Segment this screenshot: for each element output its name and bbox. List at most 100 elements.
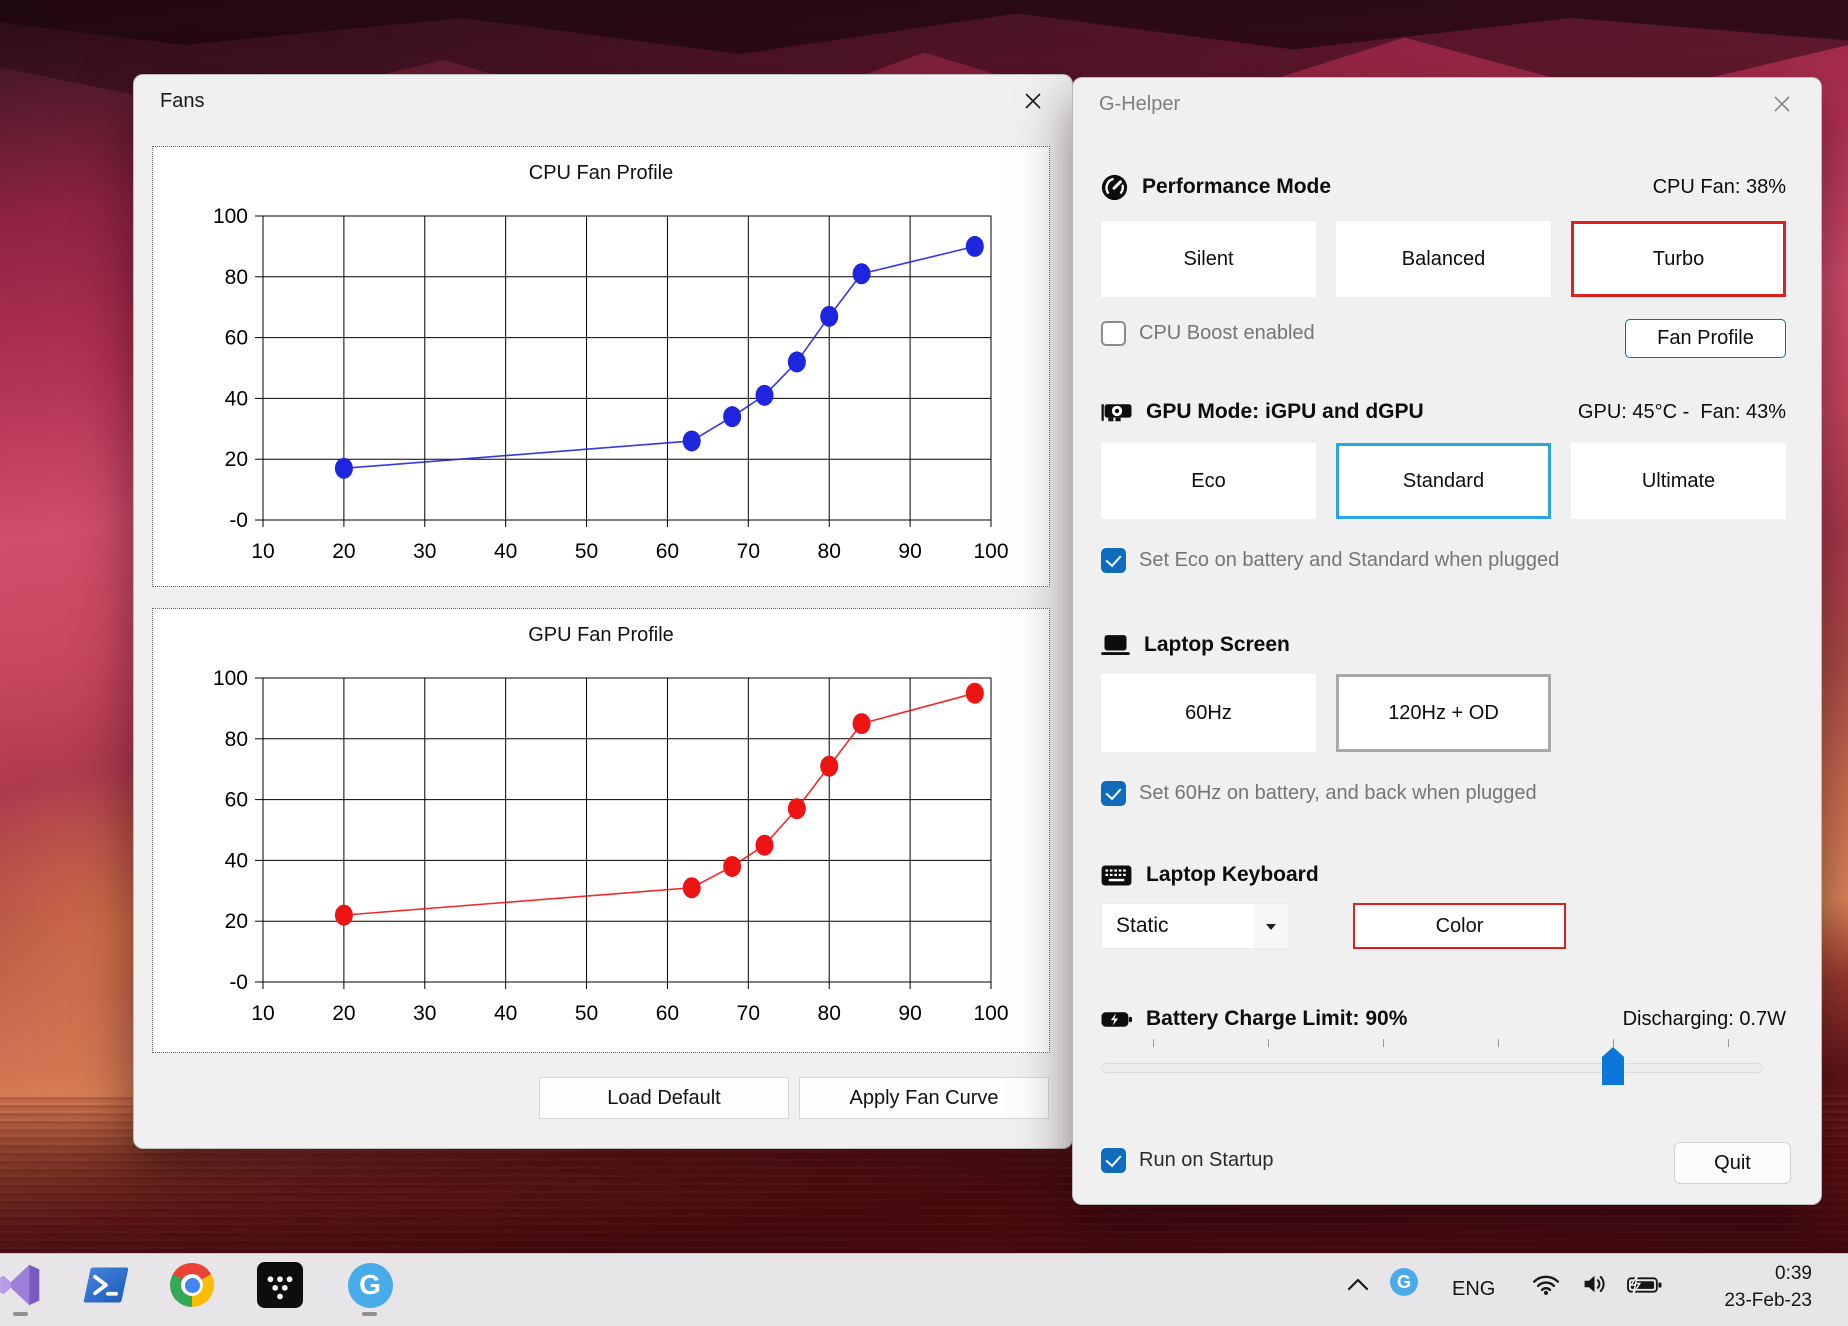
svg-text:80: 80 — [818, 540, 841, 563]
screen-auto-checkbox[interactable] — [1101, 781, 1126, 806]
taskbar-powershell-button[interactable] — [82, 1261, 130, 1309]
dots-app-icon — [257, 1262, 303, 1308]
chevron-up-icon — [1347, 1278, 1369, 1290]
ghelper-icon: G — [347, 1262, 393, 1308]
cpu-boost-row: CPU Boost enabled — [1101, 321, 1786, 346]
apply-fan-curve-button[interactable]: Apply Fan Curve — [799, 1077, 1049, 1119]
keyboard-mode-value: Static — [1116, 914, 1169, 937]
keyboard-mode-dropdown[interactable]: Static — [1101, 903, 1289, 949]
fans-window: Fans CPU Fan Profile 10 20 30 40 50 60 70 80 90 1… — [133, 74, 1073, 1149]
taskbar-ghelper-button[interactable]: G — [346, 1261, 394, 1309]
tray-chevron-up-button[interactable] — [1340, 1266, 1376, 1302]
tray-time: 0:39 — [1775, 1263, 1812, 1284]
run-on-startup-label: Run on Startup — [1139, 1149, 1274, 1171]
svg-text:100: 100 — [213, 205, 248, 228]
laptop-keyboard-header: Laptop Keyboard — [1101, 859, 1786, 891]
gpu-mode-header: GPU Mode: iGPU and dGPU GPU: 45°C - Fan:… — [1101, 396, 1786, 428]
battery-limit-slider[interactable] — [1101, 1063, 1763, 1073]
perf-mode-turbo-button[interactable]: Turbo — [1571, 221, 1786, 297]
fans-close-button[interactable] — [1018, 86, 1048, 116]
taskbar-visual-studio-button[interactable] — [0, 1261, 44, 1309]
powershell-icon — [83, 1267, 129, 1303]
visual-studio-icon — [0, 1264, 40, 1306]
laptop-screen-heading: Laptop Screen — [1144, 633, 1290, 656]
gpu-card-icon — [1101, 401, 1132, 424]
ghelper-close-button[interactable] — [1767, 89, 1797, 119]
screen-auto-row: Set 60Hz on battery, and back when plugg… — [1101, 781, 1786, 806]
gpu-fan-curve-chart[interactable]: 10 20 30 40 50 60 70 80 90 100 -0 20 40 60 80 100 — [153, 654, 1049, 1028]
tray-clock[interactable]: 0:39 23-Feb-23 — [1690, 1260, 1812, 1314]
gpu-mode-heading: GPU Mode: iGPU and dGPU — [1146, 400, 1424, 423]
battery-header: Battery Charge Limit: 90% Discharging: 0… — [1101, 1003, 1786, 1035]
svg-text:50: 50 — [575, 1002, 598, 1025]
taskbar-chrome-button[interactable] — [168, 1261, 216, 1309]
chevron-down-icon[interactable] — [1254, 904, 1288, 948]
wifi-icon — [1532, 1275, 1560, 1295]
gpu-auto-label: Set Eco on battery and Standard when plu… — [1139, 549, 1560, 571]
svg-text:-0: -0 — [229, 509, 248, 532]
tray-language[interactable]: ENG — [1452, 1278, 1496, 1300]
svg-text:40: 40 — [494, 540, 517, 563]
screen-auto-label: Set 60Hz on battery, and back when plugg… — [1139, 782, 1537, 804]
svg-text:80: 80 — [225, 728, 248, 751]
svg-text:60: 60 — [656, 1002, 679, 1025]
svg-text:-0: -0 — [229, 971, 248, 994]
run-on-startup-checkbox[interactable] — [1101, 1148, 1126, 1173]
battery-slider-ticks — [1153, 1039, 1730, 1047]
load-default-button[interactable]: Load Default — [539, 1077, 789, 1119]
performance-mode-heading: Performance Mode — [1142, 175, 1332, 198]
battery-slider-thumb[interactable] — [1602, 1047, 1624, 1085]
svg-text:40: 40 — [494, 1002, 517, 1025]
svg-text:20: 20 — [332, 540, 355, 563]
cpu-fan-status: CPU Fan: 38% — [1652, 175, 1786, 198]
svg-text:10: 10 — [251, 540, 274, 563]
running-indicator — [362, 1312, 377, 1316]
fans-window-title: Fans — [160, 89, 205, 112]
speedometer-icon — [1101, 174, 1128, 201]
tray-ghelper-button[interactable]: G — [1386, 1264, 1422, 1300]
svg-text:60: 60 — [656, 540, 679, 563]
gpu-status: GPU: 45°C - Fan: 43% — [1577, 400, 1786, 423]
keyboard-icon — [1101, 865, 1132, 886]
laptop-icon — [1101, 634, 1130, 656]
svg-text:40: 40 — [225, 849, 248, 872]
svg-text:20: 20 — [225, 448, 248, 471]
battery-charging-icon — [1626, 1274, 1661, 1294]
ghelper-window: G-Helper Performance Mode CPU Fan: 38% S… — [1072, 77, 1822, 1205]
screen-120hz-button[interactable]: 120Hz + OD — [1336, 674, 1551, 752]
cpu-chart-title: CPU Fan Profile — [528, 162, 674, 184]
cpu-fan-chart-panel: CPU Fan Profile 10 20 30 40 50 60 70 80 90 100 -0 2… — [152, 146, 1050, 587]
fan-profile-button[interactable]: Fan Profile — [1625, 319, 1786, 358]
svg-text:100: 100 — [213, 667, 248, 690]
keyboard-color-button[interactable]: Color — [1353, 903, 1566, 949]
gpu-mode-ultimate-button[interactable]: Ultimate — [1571, 443, 1786, 519]
cpu-fan-curve-chart[interactable]: 10 20 30 40 50 60 70 80 90 100 -0 20 40 60 80 100 — [153, 192, 1049, 566]
tray-wifi-button[interactable] — [1528, 1266, 1564, 1302]
ghelper-titlebar[interactable]: G-Helper — [1073, 78, 1821, 130]
svg-text:20: 20 — [332, 1002, 355, 1025]
taskbar: G G ENG 0:39 23-Feb-23 — [0, 1253, 1848, 1326]
gpu-mode-eco-button[interactable]: Eco — [1101, 443, 1316, 519]
close-icon — [1025, 93, 1041, 109]
cpu-boost-label: CPU Boost enabled — [1139, 322, 1315, 344]
tray-battery-button[interactable] — [1624, 1266, 1664, 1302]
tray-volume-button[interactable] — [1576, 1266, 1612, 1302]
gpu-mode-standard-button[interactable]: Standard — [1336, 443, 1551, 519]
fans-titlebar[interactable]: Fans — [134, 75, 1072, 127]
screen-60hz-button[interactable]: 60Hz — [1101, 674, 1316, 752]
laptop-screen-header: Laptop Screen — [1101, 629, 1786, 661]
perf-mode-balanced-button[interactable]: Balanced — [1336, 221, 1551, 297]
gpu-auto-checkbox[interactable] — [1101, 548, 1126, 573]
startup-row: Run on Startup — [1101, 1148, 1786, 1173]
svg-text:10: 10 — [251, 1002, 274, 1025]
laptop-keyboard-heading: Laptop Keyboard — [1146, 863, 1319, 886]
chrome-icon — [170, 1263, 214, 1307]
svg-text:100: 100 — [973, 1002, 1008, 1025]
battery-charging-icon — [1101, 1010, 1132, 1029]
taskbar-dots-app-button[interactable] — [256, 1261, 304, 1309]
quit-button[interactable]: Quit — [1674, 1142, 1791, 1184]
svg-text:20: 20 — [225, 910, 248, 933]
cpu-boost-checkbox[interactable] — [1101, 321, 1126, 346]
perf-mode-silent-button[interactable]: Silent — [1101, 221, 1316, 297]
